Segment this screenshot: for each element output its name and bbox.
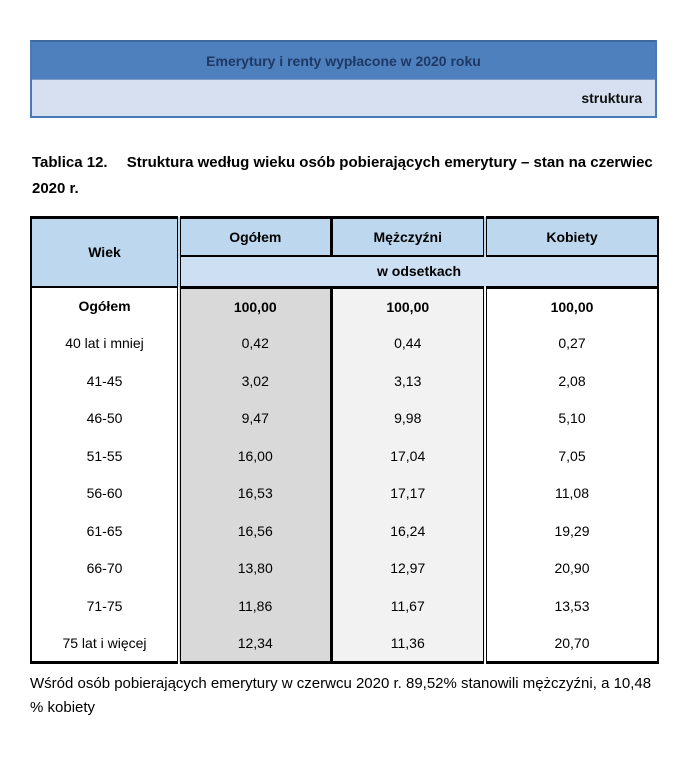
cell-wiek: 46-50: [31, 399, 179, 437]
table-row: 61-65 16,56 16,24 19,29: [31, 512, 658, 550]
footnote-text: Wśród osób pobierających emerytury w cze…: [30, 674, 652, 716]
banner-subtitle: struktura: [581, 90, 642, 106]
subheader-w-odsetkach: w odsetkach: [177, 256, 658, 289]
cell-wiek: 40 lat i mniej: [31, 324, 179, 362]
cell-ogolem: 12,34: [177, 624, 333, 662]
cell-ogolem: 0,42: [177, 324, 333, 362]
cell-kobiety: 7,05: [483, 437, 658, 475]
cell-kobiety: 5,10: [483, 399, 658, 437]
cell-ogolem: 16,53: [177, 474, 333, 512]
cell-wiek: 75 lat i więcej: [31, 624, 179, 662]
cell-mezczyzni: 17,04: [331, 437, 485, 475]
report-banner: Emerytury i renty wypłacone w 2020 roku …: [30, 40, 657, 118]
table-subheader-row: w odsetkach: [31, 256, 658, 289]
banner-subtitle-strip: struktura: [32, 79, 655, 116]
table-caption-text: Struktura według wieku osób pobierającyc…: [32, 154, 653, 198]
cell-ogolem: 3,02: [177, 362, 333, 400]
table-row: 66-70 13,80 12,97 20,90: [31, 549, 658, 587]
cell-ogolem: 13,80: [177, 549, 333, 587]
column-header-kobiety: Kobiety: [483, 217, 658, 257]
cell-ogolem: 16,00: [177, 437, 333, 475]
table-row: 56-60 16,53 17,17 11,08: [31, 474, 658, 512]
cell-kobiety: 19,29: [483, 512, 658, 550]
cell-ogolem: 100,00: [177, 287, 333, 325]
cell-kobiety: 11,08: [483, 474, 658, 512]
cell-mezczyzni: 11,36: [331, 624, 485, 662]
table-row: 41-45 3,02 3,13 2,08: [31, 362, 658, 400]
column-header-ogolem: Ogółem: [177, 217, 333, 257]
cell-kobiety: 20,70: [483, 624, 658, 662]
cell-mezczyzni: 17,17: [331, 474, 485, 512]
cell-kobiety: 100,00: [483, 287, 658, 325]
banner-title-bar: Emerytury i renty wypłacone w 2020 roku: [32, 42, 655, 79]
column-header-mezczyzni: Mężczyźni: [331, 217, 485, 257]
cell-wiek: 71-75: [31, 587, 179, 625]
cell-kobiety: 20,90: [483, 549, 658, 587]
cell-wiek: 41-45: [31, 362, 179, 400]
age-structure-table: Wiek Ogółem Mężczyźni Kobiety w odsetkac…: [30, 215, 659, 664]
table-row: 75 lat i więcej 12,34 11,36 20,70: [31, 624, 658, 662]
cell-wiek: 56-60: [31, 474, 179, 512]
cell-mezczyzni: 11,67: [331, 587, 485, 625]
table-caption-label: Tablica 12.: [32, 154, 108, 171]
table-row: 71-75 11,86 11,67 13,53: [31, 587, 658, 625]
table-row: 51-55 16,00 17,04 7,05: [31, 437, 658, 475]
column-header-wiek: Wiek: [31, 217, 179, 288]
cell-ogolem: 9,47: [177, 399, 333, 437]
cell-kobiety: 0,27: [483, 324, 658, 362]
cell-mezczyzni: 9,98: [331, 399, 485, 437]
cell-mezczyzni: 0,44: [331, 324, 485, 362]
table-row: 40 lat i mniej 0,42 0,44 0,27: [31, 324, 658, 362]
cell-mezczyzni: 3,13: [331, 362, 485, 400]
cell-wiek: 61-65: [31, 512, 179, 550]
cell-wiek: 66-70: [31, 549, 179, 587]
cell-kobiety: 13,53: [483, 587, 658, 625]
cell-mezczyzni: 16,24: [331, 512, 485, 550]
table-row: 46-50 9,47 9,98 5,10: [31, 399, 658, 437]
cell-wiek: Ogółem: [31, 287, 179, 325]
cell-ogolem: 16,56: [177, 512, 333, 550]
table-row: Ogółem 100,00 100,00 100,00: [31, 287, 658, 325]
cell-mezczyzni: 100,00: [331, 287, 485, 325]
cell-wiek: 51-55: [31, 437, 179, 475]
table-caption: Tablica 12. Struktura według wieku osób …: [32, 150, 654, 203]
cell-ogolem: 11,86: [177, 587, 333, 625]
table-header-row: Wiek Ogółem Mężczyźni Kobiety: [31, 217, 658, 288]
cell-kobiety: 2,08: [483, 362, 658, 400]
cell-mezczyzni: 12,97: [331, 549, 485, 587]
banner-title: Emerytury i renty wypłacone w 2020 roku: [206, 52, 481, 69]
